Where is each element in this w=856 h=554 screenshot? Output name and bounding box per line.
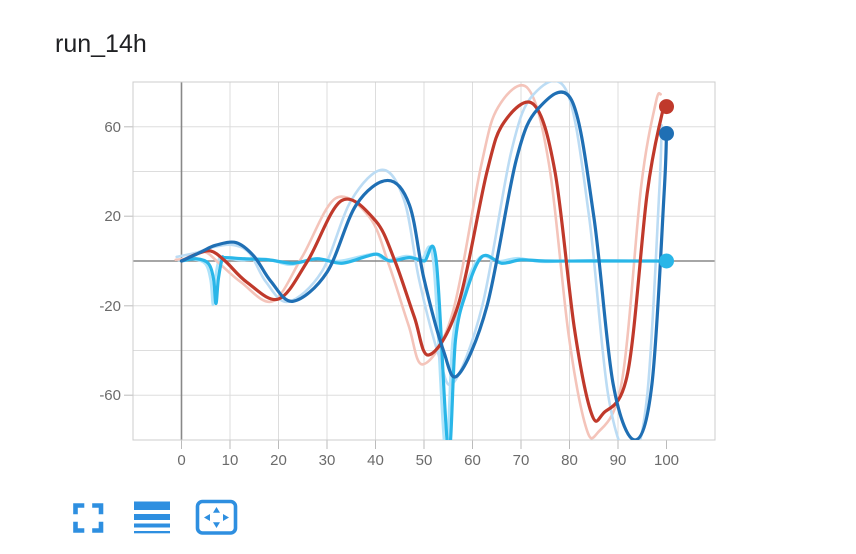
svg-text:20: 20	[104, 208, 121, 225]
svg-text:60: 60	[464, 452, 481, 469]
svg-text:10: 10	[222, 452, 239, 469]
svg-text:40: 40	[367, 452, 384, 469]
svg-text:-20: -20	[99, 298, 121, 315]
svg-text:100: 100	[654, 452, 679, 469]
svg-text:50: 50	[416, 452, 433, 469]
svg-text:30: 30	[319, 452, 336, 469]
svg-text:80: 80	[561, 452, 578, 469]
svg-text:20: 20	[270, 452, 287, 469]
svg-text:60: 60	[104, 119, 121, 136]
svg-text:-60: -60	[99, 387, 121, 404]
svg-text:90: 90	[610, 452, 627, 469]
svg-text:0: 0	[177, 452, 185, 469]
svg-text:70: 70	[513, 452, 530, 469]
